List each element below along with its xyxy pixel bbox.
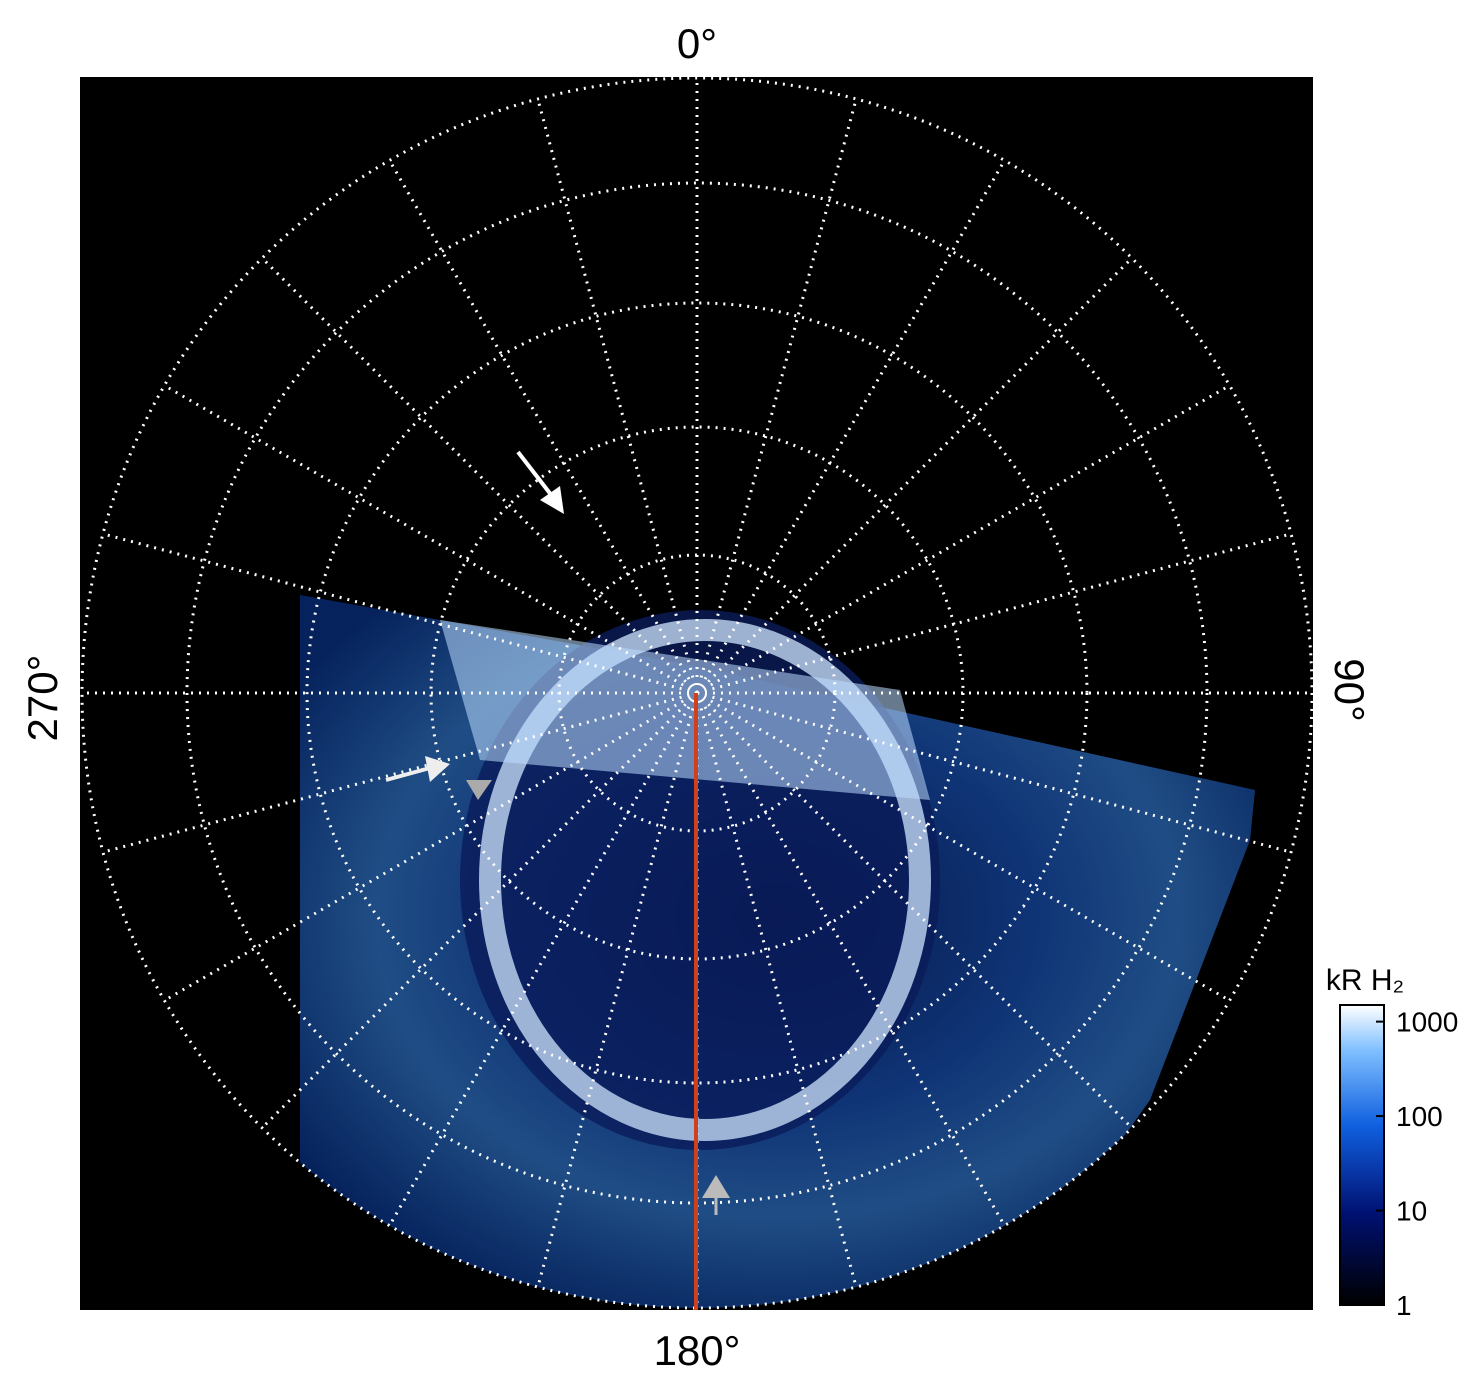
aurora	[300, 595, 1255, 1308]
arrows	[385, 450, 730, 1215]
longitude-line	[536, 692, 699, 1288]
longitude-line	[163, 691, 698, 1002]
colorbar-tick-label: 1	[1396, 1290, 1412, 1321]
label-left: 270°	[19, 655, 66, 742]
longitude-line	[695, 257, 1133, 695]
longitude-line	[696, 532, 1292, 695]
longitude-line	[102, 691, 698, 854]
longitude-line	[695, 691, 1133, 1129]
longitude-line	[536, 98, 699, 694]
longitude-line	[695, 692, 858, 1288]
colorbar-tick-label: 100	[1396, 1101, 1443, 1132]
colorbar	[1339, 1004, 1385, 1306]
latitude-ring	[80, 76, 1314, 1310]
latitude-ring	[305, 301, 1089, 1085]
longitude-line	[695, 159, 1006, 694]
longitude-line	[696, 691, 1231, 1002]
longitude-line	[696, 384, 1231, 695]
longitude-line	[102, 532, 698, 695]
longitude-line	[163, 384, 698, 695]
longitude-line	[696, 691, 1292, 854]
colorbar-tick-label: 1000	[1396, 1007, 1458, 1038]
colorbar-ticks: 1 10 100 1000	[1376, 1007, 1458, 1321]
label-bottom: 180°	[654, 1327, 741, 1374]
colorbar-title: kR H₂	[1326, 964, 1404, 997]
longitude-line	[261, 691, 699, 1129]
longitude-line	[388, 159, 699, 694]
longitude-line	[261, 257, 699, 695]
longitude-line	[695, 98, 858, 694]
longitude-line	[695, 692, 1006, 1227]
label-right: 90°	[1326, 658, 1373, 722]
label-top: 0°	[677, 20, 717, 67]
colorbar-tick-label: 10	[1396, 1196, 1427, 1227]
longitude-line	[388, 692, 699, 1227]
